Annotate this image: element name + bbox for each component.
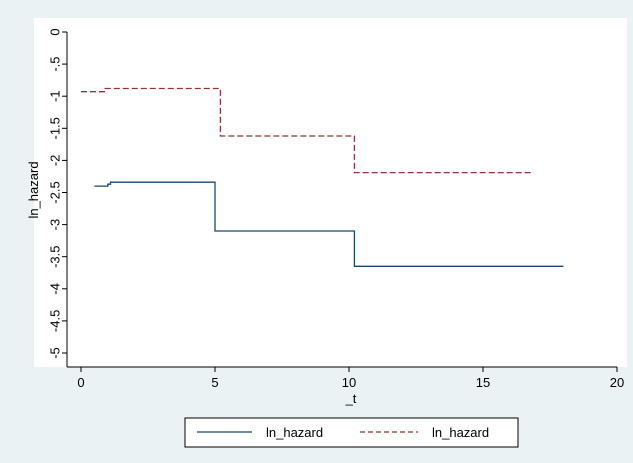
x-ticks: 0 5 10 15 20 [77,367,624,390]
plot-region [34,18,627,367]
y-tick-label: -.5 [48,57,63,72]
y-tick-label: -3.5 [48,245,63,267]
y-tick-label: -2.5 [48,181,63,203]
x-tick-label: 20 [610,375,624,390]
y-tick-label: -2 [48,155,63,167]
legend: ln_hazard ln_hazard [184,417,519,448]
y-tick-label: -1 [48,90,63,102]
y-tick-label: 0 [48,28,63,35]
y-tick-label: -3 [48,219,63,231]
y-tick-label: -1.5 [48,117,63,139]
series-layer [81,87,564,267]
x-tick-label: 15 [476,375,490,390]
legend-label-dashed: ln_hazard [432,425,489,440]
y-tick-label: -4.5 [48,310,63,332]
x-tick-label: 5 [211,375,218,390]
series-line-dashed [81,87,534,174]
y-axis-title: ln_hazard [26,161,41,218]
series-line-solid [94,181,564,267]
y-tick-label: -4 [48,283,63,295]
x-tick-label: 0 [77,375,84,390]
legend-label-solid: ln_hazard [266,425,323,440]
x-tick-label: 10 [342,375,356,390]
y-ticks: 0 -.5 -1 -1.5 -2 -2.5 -3 -3.5 -4 -4.5 -5 [48,28,67,359]
y-tick-label: -5 [48,347,63,359]
x-axis-title: _t [345,391,357,406]
